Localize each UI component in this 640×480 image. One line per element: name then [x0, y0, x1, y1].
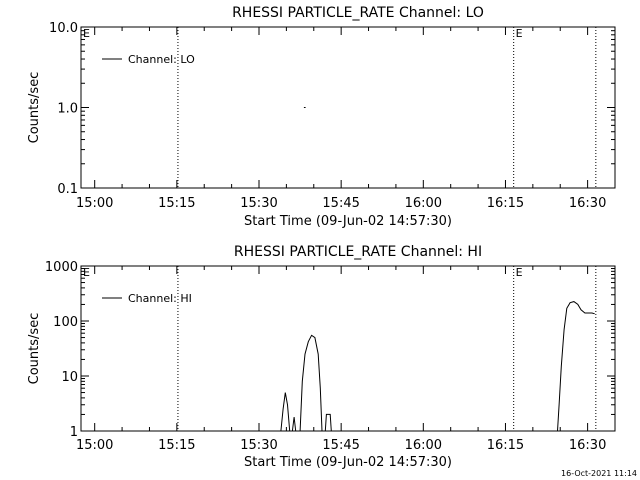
plot-frame: [80, 26, 616, 189]
series-line: [557, 301, 595, 432]
y-tick-label: 100: [53, 315, 78, 330]
x-tick-label: 15:00: [76, 196, 113, 211]
x-tick-label: 16:00: [405, 438, 442, 453]
series-line: [291, 416, 297, 432]
corner-label: E: [83, 27, 90, 40]
x-axis-label: Start Time (09-Jun-02 14:57:30): [244, 214, 452, 229]
series-line: [299, 334, 323, 432]
y-tick-label: 1: [70, 425, 78, 440]
x-tick-label: 15:30: [240, 438, 277, 453]
series-line: [280, 392, 291, 432]
x-tick-label: 16:30: [569, 196, 606, 211]
x-tick-label: 16:15: [487, 196, 524, 211]
x-tick-label: 15:45: [322, 196, 359, 211]
y-axis-label: Counts/sec: [27, 313, 42, 385]
y-tick-label: 10.0: [49, 21, 78, 36]
x-tick-label: 15:45: [322, 438, 359, 453]
chart-title: RHESSI PARTICLE_RATE Channel: HI: [234, 244, 482, 260]
x-tick-label: 15:30: [240, 196, 277, 211]
y-tick-label: 10: [61, 370, 78, 385]
x-tick-label: 15:15: [158, 438, 195, 453]
x-tick-label: 15:15: [158, 196, 195, 211]
x-tick-label: 16:15: [487, 438, 524, 453]
legend-label: Channel: LO: [128, 53, 195, 66]
corner-label: E: [83, 266, 90, 279]
event-marker-label: E: [516, 266, 523, 279]
chart-title: RHESSI PARTICLE_RATE Channel: LO: [232, 5, 484, 21]
legend-label: Channel: HI: [128, 292, 192, 305]
event-marker-label: E: [516, 27, 523, 40]
x-axis-label: Start Time (09-Jun-02 14:57:30): [244, 455, 452, 470]
y-axis-label: Counts/sec: [27, 72, 42, 144]
y-tick-label: 1.0: [57, 102, 78, 117]
chart-panel-lo: RHESSI PARTICLE_RATE Channel: LO 15:00 15:…: [27, 5, 616, 229]
render-timestamp: 16-Oct-2021 11:14: [561, 469, 637, 478]
x-tick-label: 16:30: [569, 438, 606, 453]
chart-panel-hi: RHESSI PARTICLE_RATE Channel: HI 15:00 15:…: [27, 244, 616, 470]
series-line: [324, 413, 332, 432]
y-tick-label: 1000: [45, 260, 78, 275]
y-tick-label: 0.1: [57, 182, 78, 197]
x-tick-label: 15:00: [76, 438, 113, 453]
plot-frame: [80, 265, 616, 432]
x-tick-label: 16:00: [405, 196, 442, 211]
